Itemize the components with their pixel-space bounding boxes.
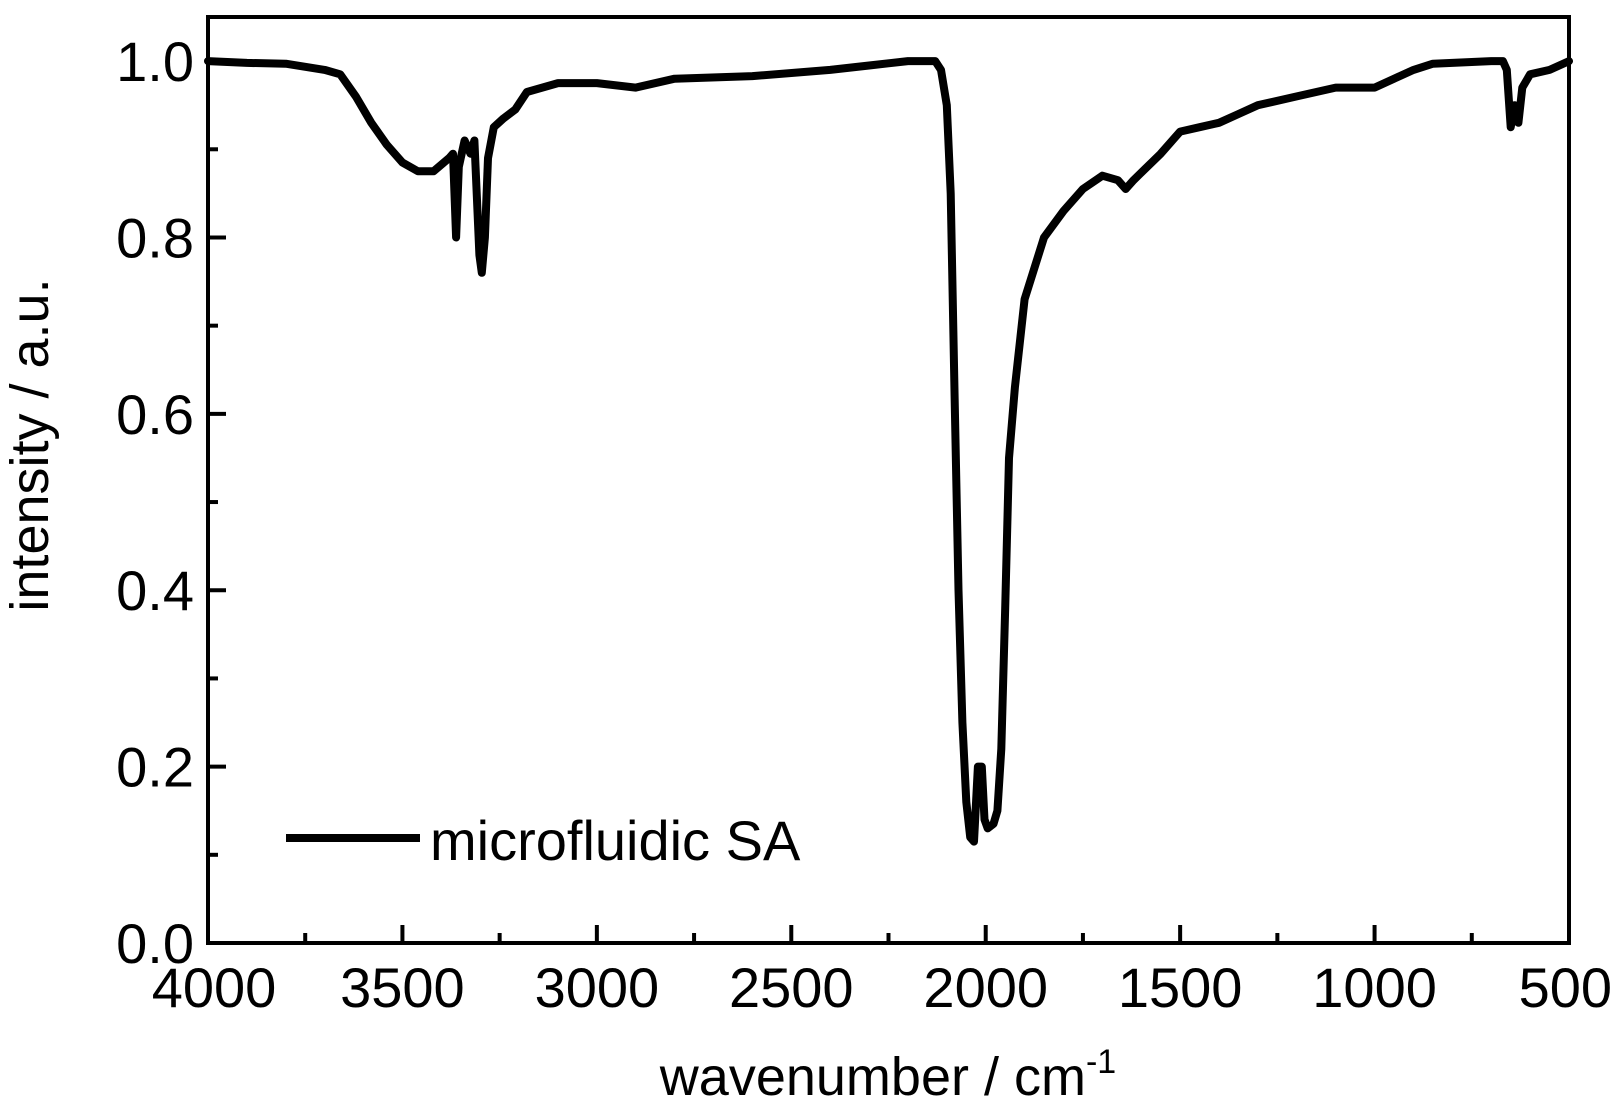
series-line-microfluidic-sa bbox=[204, 57, 1573, 846]
y-axis-title: intensity / a.u. bbox=[0, 278, 60, 611]
y-ticks-group: 0.0 0.2 0.4 0.6 0.8 1.0 bbox=[116, 30, 226, 975]
y-tick-label: 1.0 bbox=[116, 30, 194, 93]
x-axis-title: wavenumber / cm-1 bbox=[659, 1043, 1116, 1102]
y-tick-label: 0.2 bbox=[116, 736, 194, 799]
legend: microfluidic SA bbox=[280, 805, 825, 885]
x-tick-label: 1000 bbox=[1312, 956, 1437, 1019]
x-tick-label: 500 bbox=[1519, 956, 1612, 1019]
y-tick-label: 0.8 bbox=[116, 206, 194, 269]
x-tick-label: 2500 bbox=[729, 956, 854, 1019]
x-tick-label: 4000 bbox=[152, 956, 277, 1019]
y-tick-label: 0.0 bbox=[116, 912, 194, 975]
x-tick-label: 1500 bbox=[1118, 956, 1243, 1019]
legend-label: microfluidic SA bbox=[430, 809, 801, 872]
x-axis-title-superscript: -1 bbox=[1086, 1043, 1116, 1081]
y-tick-label: 0.4 bbox=[116, 559, 194, 622]
plot-frame bbox=[206, 15, 1571, 945]
legend-background bbox=[280, 805, 825, 885]
x-tick-label: 3000 bbox=[535, 956, 660, 1019]
x-tick-label: 3500 bbox=[340, 956, 465, 1019]
y-tick-label: 0.6 bbox=[116, 383, 194, 446]
x-ticks-group: 4000 3500 3000 2500 2000 1500 1000 500 bbox=[152, 925, 1612, 1019]
x-tick-label: 2000 bbox=[923, 956, 1048, 1019]
